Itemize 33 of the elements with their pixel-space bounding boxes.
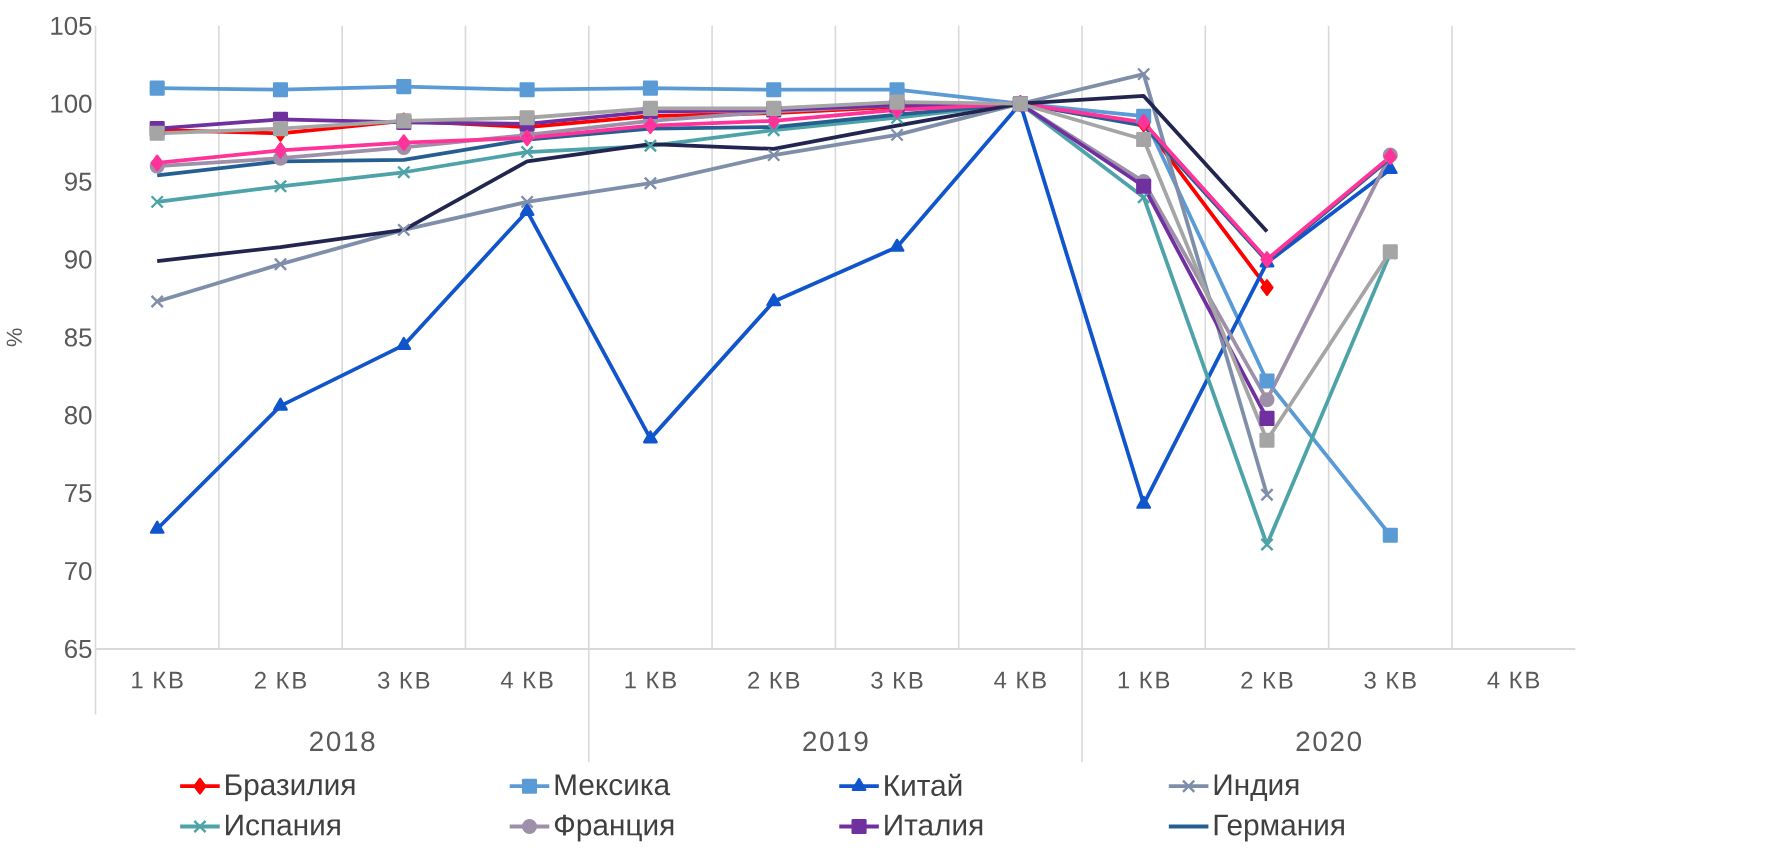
x-tick-label: 3 КВ xyxy=(377,672,430,689)
x-tick-label: 3 КВ xyxy=(1364,672,1416,689)
y-tick-label: 95 xyxy=(64,172,92,191)
legend-label: Бразилия xyxy=(226,774,355,802)
legend-label: Германия xyxy=(1214,814,1344,842)
y-tick-label: 65 xyxy=(65,639,92,659)
y-tick-label: 75 xyxy=(65,484,92,503)
x-tick-label: 2 КВ xyxy=(1241,672,1293,689)
legend-label: Испания xyxy=(226,814,340,836)
y-tick-label: 105 xyxy=(51,16,92,36)
legend-label: Франция xyxy=(554,814,674,842)
y-axis-title: % xyxy=(6,328,22,347)
legend-label: Китай xyxy=(885,773,962,797)
y-tick-label: 100 xyxy=(51,94,92,114)
legend-label: Индия xyxy=(1214,774,1299,802)
x-tick-label: 4 КВ xyxy=(500,672,553,689)
x-tick-label: 1 КВ xyxy=(1118,672,1170,689)
y-tick-label: 70 xyxy=(65,562,92,581)
x-tick-label: 2 КВ xyxy=(254,672,306,689)
y-tick-label: 90 xyxy=(64,250,92,269)
x-tick-label: 4 КВ xyxy=(1487,672,1540,689)
x-tick-label: 1 КВ xyxy=(132,672,183,689)
y-tick-label: 85 xyxy=(64,328,92,347)
y-tick-label: 80 xyxy=(64,406,92,425)
x-tick-label: 2 КВ xyxy=(748,672,800,689)
x-tick-label: 1 КВ xyxy=(625,672,676,689)
text: 2019 xyxy=(803,731,868,752)
text: 2020 xyxy=(1296,731,1362,752)
x-tick-label: 4 КВ xyxy=(994,672,1046,689)
text: 2018 xyxy=(310,731,375,752)
x-tick-label: 3 КВ xyxy=(871,672,923,689)
legend-label: Италия xyxy=(885,814,983,836)
legend-label: Мексика xyxy=(555,774,671,796)
